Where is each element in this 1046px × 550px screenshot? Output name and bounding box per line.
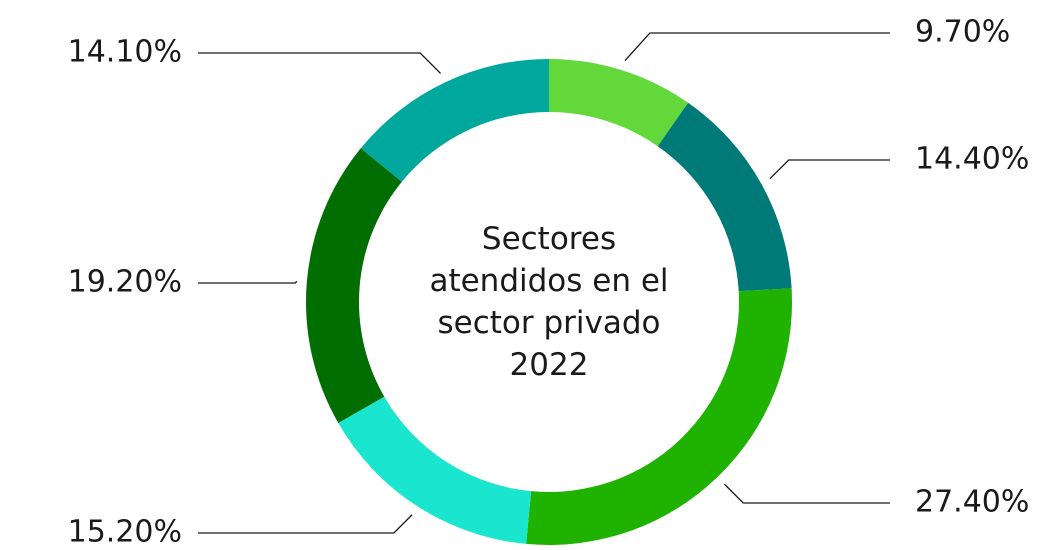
data-label: 14.40%: [915, 142, 1029, 177]
donut-segment: [338, 396, 532, 544]
data-label: 9.70%: [915, 15, 1010, 50]
donut-segment: [549, 59, 689, 147]
leader-line: [769, 159, 890, 180]
leader-line: [624, 32, 890, 62]
data-label: 15.20%: [68, 515, 182, 550]
leader-line: [198, 280, 298, 284]
donut-segment: [306, 148, 402, 424]
donut-segment: [360, 58, 549, 182]
chart-title: Sectores atendidos en el sector privado …: [429, 221, 669, 383]
leader-line: [198, 52, 442, 74]
leader-line: [198, 514, 413, 534]
donut-segment: [657, 102, 792, 292]
data-label: 19.20%: [68, 265, 182, 300]
data-label: 27.40%: [915, 485, 1029, 520]
leader-line: [724, 483, 890, 504]
data-label: 14.10%: [68, 35, 182, 70]
donut-segment: [526, 288, 792, 545]
